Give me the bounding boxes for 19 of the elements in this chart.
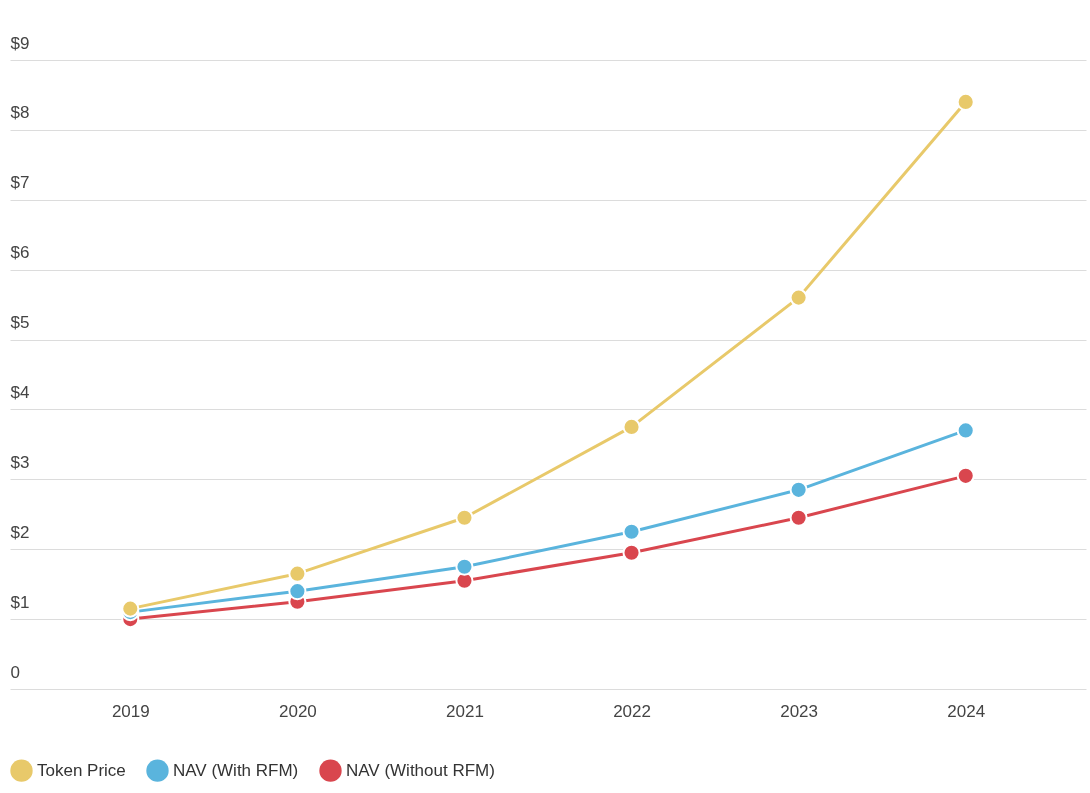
x-tick-label: 2019 (111, 701, 150, 721)
legend-label: NAV (Without RFM) (346, 760, 495, 780)
y-tick-label: 0 (10, 662, 20, 682)
y-tick-label: $1 (10, 592, 30, 612)
x-tick-label: 2021 (446, 701, 484, 721)
x-tick-label: 2020 (278, 701, 317, 721)
y-tick-label: $7 (10, 173, 30, 193)
y-tick-label: $4 (10, 382, 30, 402)
y-tick-label: $8 (10, 103, 30, 123)
x-tick-label: 2024 (947, 701, 986, 721)
x-tick-label: 2023 (780, 701, 819, 721)
x-tick-label: 2022 (613, 701, 651, 721)
y-tick-label: $3 (10, 452, 30, 472)
y-tick-label: $9 (10, 33, 30, 53)
legend-label: Token Price (37, 760, 126, 780)
y-tick-label: $6 (10, 243, 30, 263)
y-tick-label: $5 (10, 313, 30, 333)
y-tick-label: $2 (10, 522, 30, 542)
legend-label: NAV (With RFM) (173, 760, 299, 780)
